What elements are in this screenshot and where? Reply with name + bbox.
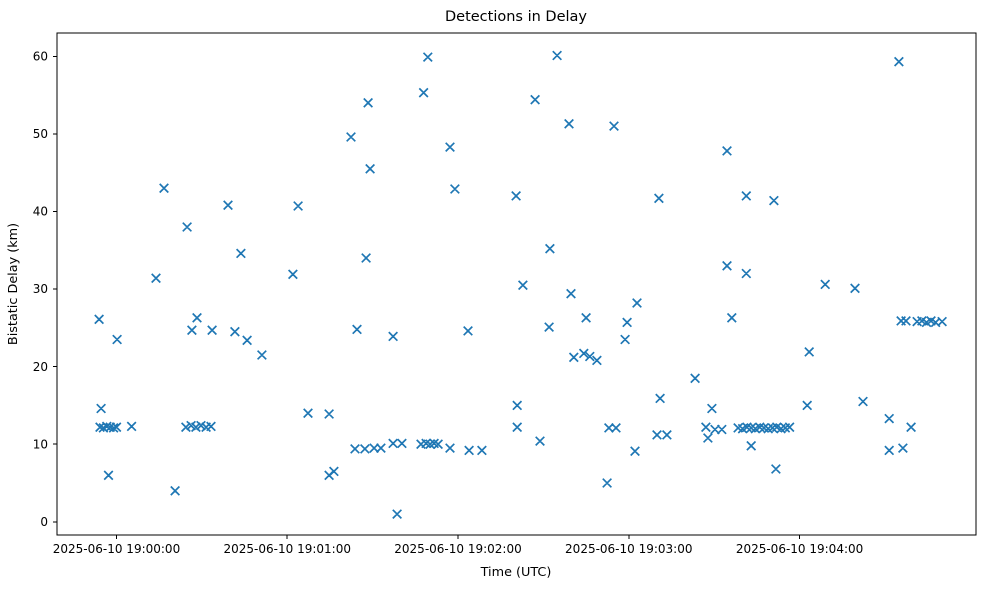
y-tick-label: 10 [33, 437, 48, 451]
y-tick-label: 20 [33, 360, 48, 374]
x-tick-label: 2025-06-10 19:03:00 [565, 542, 692, 556]
y-tick-label: 50 [33, 127, 48, 141]
x-tick-label: 2025-06-10 19:00:00 [53, 542, 180, 556]
y-tick-label: 0 [40, 515, 48, 529]
y-axis-label: Bistatic Delay (km) [6, 223, 21, 345]
y-tick-label: 40 [33, 205, 48, 219]
chart-title: Detections in Delay [445, 9, 587, 25]
x-tick-label: 2025-06-10 19:01:00 [224, 542, 351, 556]
x-axis-label: Time (UTC) [480, 565, 552, 580]
x-tick-label: 2025-06-10 19:02:00 [394, 542, 521, 556]
y-tick-label: 30 [33, 282, 48, 296]
plot-area-frame [56, 32, 977, 536]
detection-markers [94, 50, 948, 520]
axis-ticks: 2025-06-10 19:00:00 2025-06-10 19:01:00 20… [33, 49, 864, 556]
x-tick-label: 2025-06-10 19:04:00 [736, 542, 863, 556]
scatter-points [94, 50, 948, 520]
y-tick-label: 60 [33, 49, 48, 63]
